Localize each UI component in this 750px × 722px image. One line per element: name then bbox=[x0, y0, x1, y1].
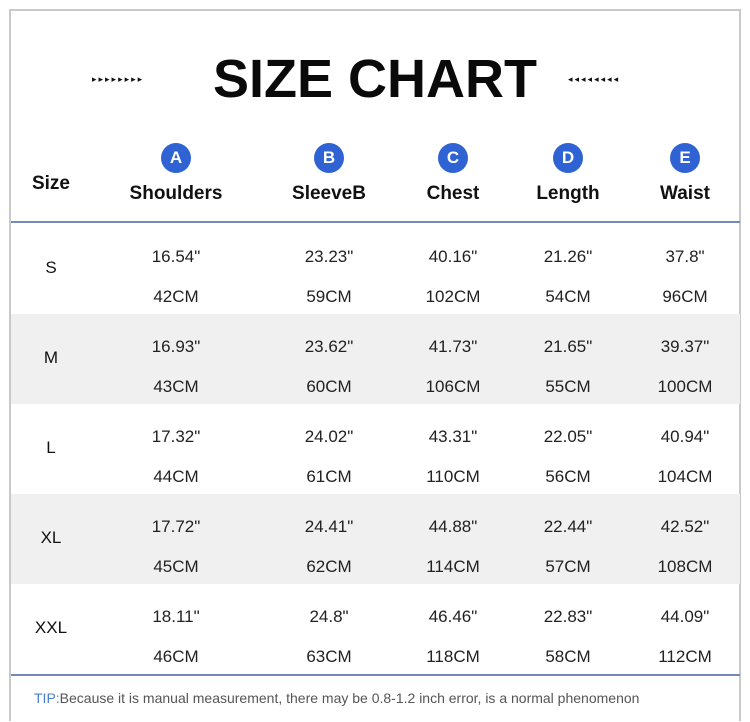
tip-text: Because it is manual measurement, there … bbox=[59, 690, 640, 706]
waist-cm: 100CM bbox=[657, 377, 713, 396]
sleeve-cm: 60CM bbox=[306, 377, 352, 396]
sleeve-cm: 62CM bbox=[306, 557, 352, 576]
column-label: Length bbox=[536, 183, 600, 204]
length-inch: 22.83" bbox=[543, 607, 593, 626]
sleeve-inch: 24.8" bbox=[309, 607, 349, 626]
letter-badge-c: C bbox=[438, 143, 468, 173]
footer-divider bbox=[11, 674, 740, 676]
waist-inch: 44.09" bbox=[660, 607, 710, 626]
column-label: Shoulders bbox=[129, 183, 223, 204]
column-label: Waist bbox=[660, 183, 710, 204]
column-header-length: D Length bbox=[508, 143, 628, 205]
column-label: Chest bbox=[426, 183, 480, 204]
waist-inch: 37.8" bbox=[665, 247, 705, 266]
sleeve-cm: 63CM bbox=[306, 647, 352, 666]
shoulders-inch: 17.32" bbox=[151, 427, 201, 446]
shoulders-cm: 46CM bbox=[153, 647, 199, 666]
chest-inch: 44.88" bbox=[428, 517, 478, 536]
column-label: SleeveB bbox=[292, 183, 366, 204]
chest-inch: 46.46" bbox=[428, 607, 478, 626]
shoulders-cm: 42CM bbox=[153, 287, 199, 306]
chest-cm: 102CM bbox=[425, 287, 481, 306]
tip-key: TIP: bbox=[34, 690, 60, 706]
column-header-chest: C Chest bbox=[393, 143, 513, 205]
letter-badge-b: B bbox=[314, 143, 344, 173]
waist-inch: 39.37" bbox=[660, 337, 710, 356]
title-row: ▸▸▸▸▸▸▸▸ SIZE CHART ◂◂◂◂◂◂◂◂ bbox=[0, 0, 750, 130]
length-inch: 21.26" bbox=[543, 247, 593, 266]
sleeve-inch: 24.41" bbox=[304, 517, 354, 536]
tip-note: TIP:Because it is manual measurement, th… bbox=[34, 690, 639, 706]
table-row-m: M 16.93" 43CM 23.62" 60CM 41.73" 106CM 2… bbox=[11, 314, 740, 404]
length-inch: 21.65" bbox=[543, 337, 593, 356]
table-row-s: S 16.54" 42CM 23.23" 59CM 40.16" 102CM 2… bbox=[11, 224, 740, 314]
chest-inch: 40.16" bbox=[428, 247, 478, 266]
waist-cm: 108CM bbox=[657, 557, 713, 576]
shoulders-inch: 16.54" bbox=[151, 247, 201, 266]
column-header-sleeve: B SleeveB bbox=[269, 143, 389, 205]
sleeve-cm: 61CM bbox=[306, 467, 352, 486]
waist-cm: 104CM bbox=[657, 467, 713, 486]
chest-inch: 41.73" bbox=[428, 337, 478, 356]
sleeve-inch: 23.23" bbox=[304, 247, 354, 266]
length-cm: 58CM bbox=[545, 647, 591, 666]
chest-cm: 106CM bbox=[425, 377, 481, 396]
length-cm: 55CM bbox=[545, 377, 591, 396]
header-divider bbox=[11, 221, 740, 223]
size-cell: S bbox=[45, 258, 57, 277]
shoulders-cm: 44CM bbox=[153, 467, 199, 486]
table-row-l: L 17.32" 44CM 24.02" 61CM 43.31" 110CM 2… bbox=[11, 404, 740, 494]
chest-cm: 118CM bbox=[426, 647, 480, 666]
letter-badge-e: E bbox=[670, 143, 700, 173]
waist-cm: 96CM bbox=[662, 287, 708, 306]
length-inch: 22.05" bbox=[543, 427, 593, 446]
length-inch: 22.44" bbox=[543, 517, 593, 536]
shoulders-inch: 18.11" bbox=[152, 607, 200, 626]
shoulders-inch: 16.93" bbox=[151, 337, 201, 356]
chart-frame bbox=[9, 9, 741, 721]
column-header-shoulders: A Shoulders bbox=[116, 143, 236, 205]
shoulders-inch: 17.72" bbox=[151, 517, 201, 536]
size-column-header: Size bbox=[31, 173, 71, 194]
letter-badge-d: D bbox=[553, 143, 583, 173]
size-cell: XL bbox=[40, 528, 62, 547]
left-arrows-decoration: ▸▸▸▸▸▸▸▸ bbox=[92, 74, 145, 84]
size-cell: L bbox=[46, 438, 56, 457]
table-row-xl: XL 17.72" 45CM 24.41" 62CM 44.88" 114CM … bbox=[11, 494, 740, 584]
waist-cm: 112CM bbox=[658, 647, 712, 666]
chest-cm: 110CM bbox=[426, 467, 480, 486]
shoulders-cm: 45CM bbox=[153, 557, 199, 576]
letter-badge-a: A bbox=[161, 143, 191, 173]
size-cell: M bbox=[43, 348, 59, 367]
table-row-xxl: XXL 18.11" 46CM 24.8" 63CM 46.46" 118CM … bbox=[11, 584, 740, 674]
chest-cm: 114CM bbox=[426, 557, 480, 576]
waist-inch: 40.94" bbox=[660, 427, 710, 446]
length-cm: 54CM bbox=[545, 287, 591, 306]
right-arrows-decoration: ◂◂◂◂◂◂◂◂ bbox=[568, 74, 621, 84]
sleeve-inch: 23.62" bbox=[304, 337, 354, 356]
waist-inch: 42.52" bbox=[660, 517, 710, 536]
page-title: SIZE CHART bbox=[213, 49, 537, 109]
column-header-waist: E Waist bbox=[625, 143, 745, 205]
size-cell: XXL bbox=[34, 618, 68, 637]
shoulders-cm: 43CM bbox=[153, 377, 199, 396]
sleeve-inch: 24.02" bbox=[304, 427, 354, 446]
length-cm: 57CM bbox=[545, 557, 591, 576]
length-cm: 56CM bbox=[545, 467, 591, 486]
chest-inch: 43.31" bbox=[428, 427, 478, 446]
sleeve-cm: 59CM bbox=[306, 287, 352, 306]
